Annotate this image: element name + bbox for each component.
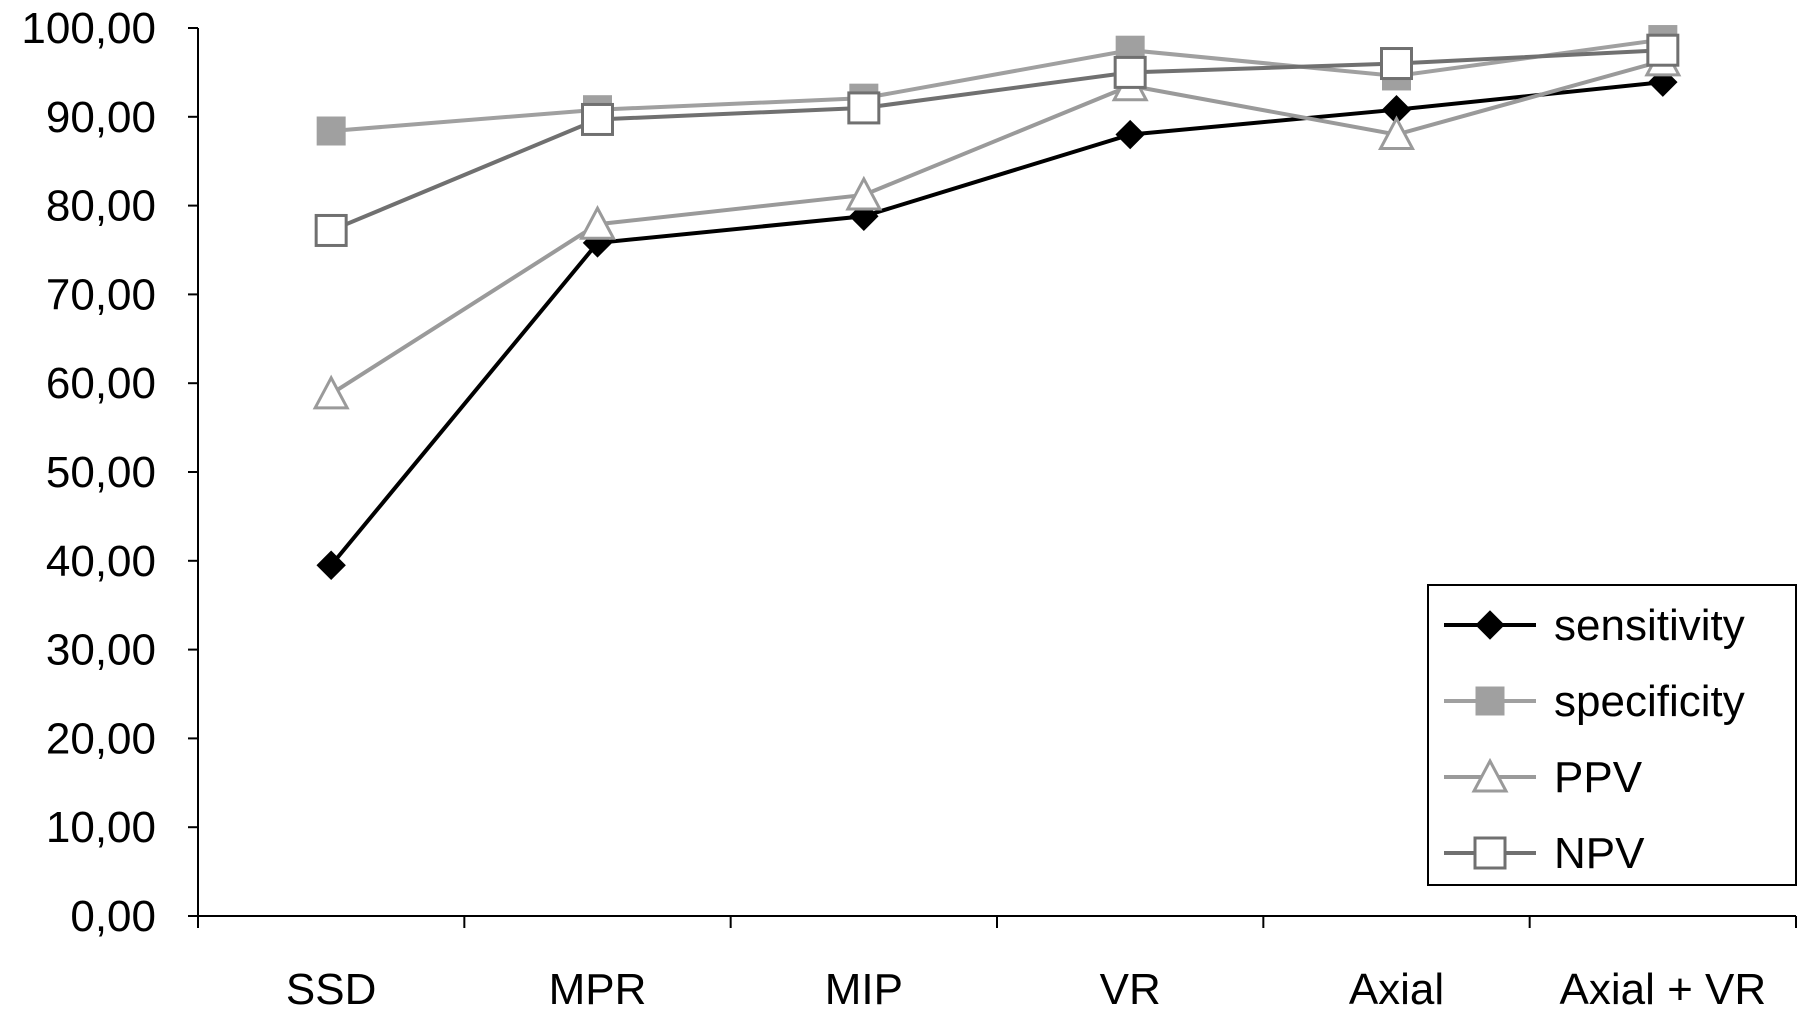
x-tick-label: Axial	[1349, 965, 1444, 1013]
y-tick-label: 20,00	[46, 714, 156, 763]
data-point-PPV	[845, 175, 883, 211]
data-point-NPV	[1646, 33, 1680, 67]
y-tick-label: 70,00	[46, 270, 156, 319]
series-layer	[312, 25, 1682, 580]
x-tick-label: Axial + VR	[1560, 965, 1767, 1013]
data-point-sensitivity	[1115, 119, 1145, 150]
x-tick-label: MIP	[825, 965, 903, 1013]
y-tick-label: 90,00	[46, 93, 156, 142]
y-tick-label: 30,00	[46, 626, 156, 675]
legend-label: NPV	[1554, 829, 1645, 878]
legend-label: specificity	[1554, 677, 1745, 726]
data-point-PPV	[1378, 115, 1415, 151]
legend: sensitivity specificity PPV NPV	[1427, 584, 1797, 886]
y-tick-label: 50,00	[46, 448, 156, 497]
y-tick-label: 100,00	[21, 4, 156, 53]
data-point-specificity	[316, 116, 346, 146]
series-PPV	[312, 41, 1682, 410]
series-NPV	[314, 33, 1680, 247]
axes: 0,00 10,00 20,00 30,00 40,00 50,00 60,00 70,00 8…	[21, 4, 1797, 1013]
series-sensitivity	[316, 67, 1678, 580]
data-point-NPV	[314, 213, 348, 247]
legend-marker	[1471, 757, 1509, 793]
series-line-NPV	[330, 48, 1663, 233]
series-line-PPV	[330, 58, 1664, 396]
series-line-sensitivity	[329, 80, 1664, 567]
y-tick-label: 60,00	[46, 359, 156, 408]
legend-marker	[1475, 610, 1505, 640]
x-tick-label: VR	[1100, 965, 1161, 1013]
legend-item-NPV: NPV	[1444, 829, 1645, 878]
y-tick-label: 40,00	[46, 537, 156, 586]
x-tick-label: SSD	[286, 965, 376, 1013]
y-tick-label: 0,00	[70, 892, 156, 941]
legend-label: PPV	[1554, 753, 1643, 802]
series-line-specificity	[331, 37, 1664, 134]
data-point-sensitivity	[316, 550, 346, 580]
legend-marker	[1475, 686, 1505, 716]
data-point-PPV	[579, 205, 616, 240]
data-point-NPV	[581, 102, 614, 136]
data-point-NPV	[847, 91, 881, 125]
data-point-NPV	[1113, 55, 1147, 89]
legend-marker	[1473, 836, 1507, 870]
legend-item-PPV: PPV	[1444, 753, 1643, 802]
legend-item-sensitivity: sensitivity	[1444, 601, 1745, 650]
legend-label: sensitivity	[1554, 601, 1745, 650]
series-specificity	[316, 25, 1678, 146]
x-tick-label: MPR	[549, 965, 647, 1013]
legend-item-specificity: specificity	[1444, 677, 1745, 726]
data-point-NPV	[1380, 47, 1413, 81]
y-tick-label: 80,00	[46, 182, 156, 231]
y-tick-label: 10,00	[46, 803, 156, 852]
data-point-PPV	[312, 374, 350, 410]
